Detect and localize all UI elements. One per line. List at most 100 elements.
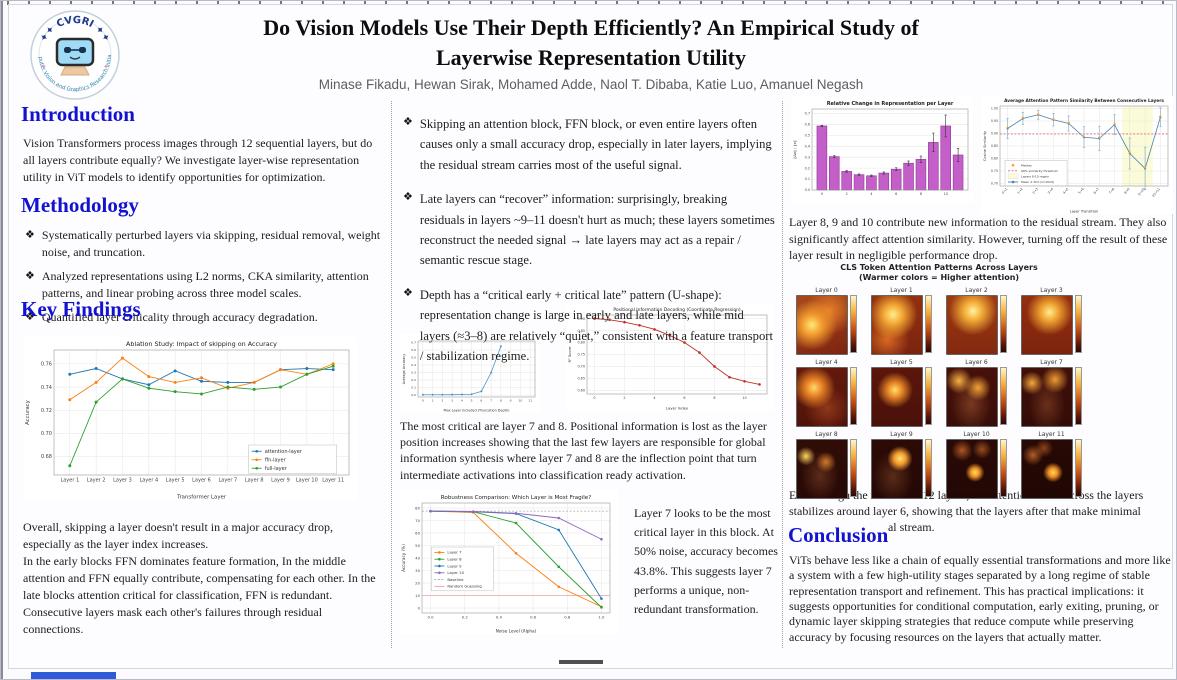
bottom-blue-bar — [31, 672, 116, 679]
svg-text:✦: ✦ — [41, 63, 47, 71]
svg-text:0.75: 0.75 — [991, 169, 998, 173]
svg-text:8→9: 8→9 — [1123, 187, 1130, 195]
svg-text:Noise Level (Alpha): Noise Level (Alpha) — [496, 629, 537, 634]
representation-change-bar-chart: 0.0 0.1 0.2 0.3 0.4 0.5 0.6 0.7 0 2 4 6 8 10 Relative … — [791, 97, 973, 203]
cvgri-logo-icon: ✦✦ CVGRI ✦✦ Computer Vision and Graphics… — [26, 5, 120, 100]
svg-text:6: 6 — [895, 192, 897, 196]
svg-text:0.8: 0.8 — [564, 614, 571, 619]
svg-text:0.72: 0.72 — [41, 408, 52, 414]
svg-text:1.00: 1.00 — [991, 107, 998, 111]
colorbar — [1000, 294, 1007, 353]
svg-text:Random Guessing: Random Guessing — [447, 584, 482, 589]
findings-text-2: In the early blocks FFN dominates featur… — [23, 554, 376, 637]
svg-text:Accuracy (%): Accuracy (%) — [401, 544, 406, 572]
svg-text:1→2: 1→2 — [1016, 187, 1023, 195]
svg-text:Layer 10: Layer 10 — [296, 478, 318, 484]
attention-panel-label: Layer 7 — [1040, 358, 1063, 366]
svg-text:Relative Change in Representat: Relative Change in Representation per La… — [827, 101, 954, 107]
svg-text:8: 8 — [500, 399, 502, 403]
colorbar — [850, 294, 857, 353]
svg-text:Layer 9: Layer 9 — [271, 478, 290, 484]
attention-panel-label: Layer 6 — [965, 358, 988, 366]
findings-text-1: Overall, skipping a layer doesn't result… — [23, 520, 334, 552]
svg-text:3: 3 — [451, 399, 453, 403]
bullet-icon: ❖ — [403, 116, 413, 128]
cvgri-logo: ✦✦ CVGRI ✦✦ Computer Vision and Graphics… — [26, 5, 121, 101]
poster-title-line2: Layerwise Representation Utility — [436, 45, 746, 70]
svg-text:4: 4 — [870, 192, 872, 196]
svg-text:Layer 2: Layer 2 — [87, 478, 106, 484]
svg-text:Layer 1: Layer 1 — [60, 478, 79, 484]
attention-grid-title: CLS Token Attention Patterns Across Laye… — [794, 263, 1084, 284]
computer-face-icon — [55, 37, 95, 76]
svg-text:Accuracy: Accuracy — [25, 399, 31, 424]
svg-text:2→3: 2→3 — [1032, 187, 1039, 195]
svg-text:Mean ± Std (n=1024): Mean ± Std (n=1024) — [1021, 180, 1054, 184]
conclusion-text: ViTs behave less like a chain of equally… — [789, 553, 1171, 644]
attention-panel: Layer 10 — [946, 431, 1007, 499]
attention-panel: Layer 11 — [1021, 431, 1082, 499]
svg-text:full-layer: full-layer — [265, 466, 288, 472]
svg-text:7→8: 7→8 — [1108, 187, 1115, 195]
svg-text:0.5: 0.5 — [805, 133, 810, 137]
attention-panel: Layer 9 — [871, 431, 932, 499]
methodology-bullets: ❖ Systematically perturbed layers via ski… — [25, 227, 381, 333]
svg-text:0.68: 0.68 — [41, 454, 52, 460]
attention-heatmap — [946, 366, 998, 427]
svg-text:10: 10 — [944, 192, 948, 196]
attention-panel-label: Layer 8 — [815, 430, 838, 438]
svg-text:‖Δx‖ / ‖x‖: ‖Δx‖ / ‖x‖ — [792, 140, 797, 158]
positional-decoding-chart: 0.60 0.65 0.70 0.75 0.80 0.85 0.90 0 2 4 6 8 10 Posit… — [566, 304, 773, 411]
svg-text:0.90: 0.90 — [577, 317, 585, 321]
attention-panel-label: Layer 3 — [1040, 286, 1063, 294]
attention-grid-title-line2: (Warmer colors = Higher attention) — [858, 273, 1020, 283]
svg-text:0.3: 0.3 — [411, 371, 416, 375]
svg-text:40: 40 — [415, 555, 420, 560]
svg-text:10: 10 — [415, 593, 420, 598]
svg-text:7: 7 — [490, 399, 492, 403]
svg-text:0.95: 0.95 — [991, 119, 998, 123]
page-top-ruler — [7, 1, 1172, 5]
svg-text:0.6: 0.6 — [411, 348, 416, 352]
svg-text:Layer 9: Layer 9 — [447, 563, 462, 568]
svg-text:0.4: 0.4 — [411, 363, 416, 367]
attention-panel-label: Layer 0 — [815, 286, 838, 294]
list-item: ❖ Late layers can “recover” information: … — [403, 189, 775, 271]
middle-bullets: ❖ Skipping an attention block, FFN block,… — [403, 114, 775, 380]
svg-text:0.80: 0.80 — [577, 341, 585, 345]
svg-text:0.65: 0.65 — [577, 377, 585, 381]
svg-text:Layer Transition: Layer Transition — [1070, 210, 1099, 214]
authors: Minase Fikadu, Hewan Sirak, Mohamed Adde… — [318, 77, 864, 92]
poster-title-line1: Do Vision Models Use Their Depth Efficie… — [263, 15, 919, 40]
svg-text:✦: ✦ — [103, 63, 109, 71]
svg-text:0: 0 — [821, 192, 823, 196]
list-item: ❖ Depth has a “critical early + critical … — [403, 285, 775, 367]
bullet-icon: ❖ — [403, 191, 413, 204]
robustness-chart: 0 10 20 30 40 50 60 70 80 0.0 0.2 0.4 0.6 0.8 1.0 Robus… — [400, 490, 618, 634]
attention-panel: Layer 3 — [1021, 287, 1082, 355]
list-item: ❖ Skipping an attention block, FFN block,… — [403, 114, 775, 175]
svg-text:10: 10 — [518, 399, 522, 403]
attention-panel-label: Layer 2 — [965, 286, 988, 294]
svg-text:6: 6 — [683, 396, 685, 400]
svg-text:0.4: 0.4 — [496, 614, 503, 619]
svg-text:Layer 10: Layer 10 — [447, 570, 464, 575]
bullet-text: Systematically perturbed layers via skip… — [41, 228, 381, 260]
svg-text:11: 11 — [528, 399, 532, 403]
svg-text:2: 2 — [623, 396, 625, 400]
attention-panels: Layer 0 Layer 1 Layer 2 Layer 3 Layer 4 Layer… — [794, 287, 1084, 499]
intro-heading: Introduction — [21, 102, 135, 126]
svg-text:0.1: 0.1 — [805, 177, 810, 181]
attention-panel: Layer 7 — [1021, 359, 1082, 427]
attention-panel-label: Layer 9 — [890, 430, 913, 438]
svg-text:Layer 3: Layer 3 — [113, 478, 132, 484]
list-item: ❖ Quantified layer criticality through ac… — [25, 309, 381, 326]
svg-text:70: 70 — [415, 518, 420, 523]
residual-stream-text: Layer 8, 9 and 10 contribute new informa… — [789, 215, 1168, 263]
svg-text:3→4: 3→4 — [1047, 187, 1054, 195]
colorbar — [1075, 366, 1082, 425]
svg-text:attention-layer: attention-layer — [265, 449, 303, 455]
svg-text:Layer 4: Layer 4 — [139, 478, 158, 484]
bullet-text: Quantified layer criticality through acc… — [41, 310, 318, 325]
attention-panel-label: Layer 1 — [890, 286, 913, 294]
